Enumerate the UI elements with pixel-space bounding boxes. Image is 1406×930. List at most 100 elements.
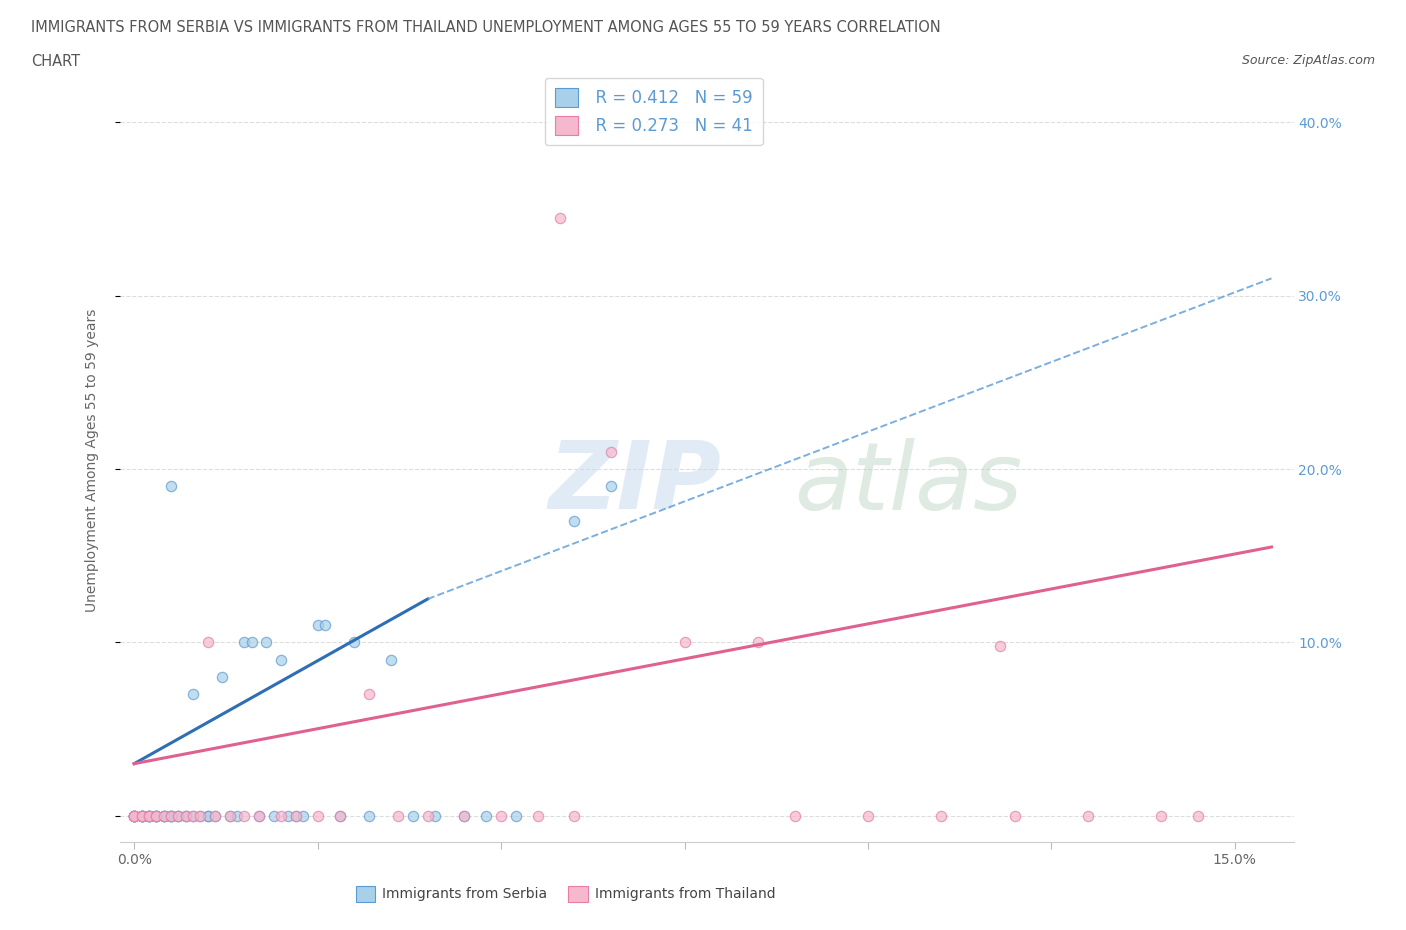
Point xyxy=(131,808,153,823)
Point xyxy=(277,808,299,823)
Point xyxy=(1004,808,1026,823)
Point xyxy=(167,808,190,823)
Point xyxy=(160,808,183,823)
Point xyxy=(152,808,174,823)
Point xyxy=(131,808,153,823)
Point xyxy=(423,808,446,823)
Point xyxy=(211,670,233,684)
Point xyxy=(122,808,145,823)
Point xyxy=(131,808,153,823)
Text: IMMIGRANTS FROM SERBIA VS IMMIGRANTS FROM THAILAND UNEMPLOYMENT AMONG AGES 55 TO: IMMIGRANTS FROM SERBIA VS IMMIGRANTS FRO… xyxy=(31,20,941,35)
Point xyxy=(357,687,380,702)
Point xyxy=(416,808,439,823)
Point xyxy=(138,808,160,823)
Point xyxy=(1187,808,1209,823)
Point xyxy=(152,808,174,823)
Point xyxy=(188,808,211,823)
Point xyxy=(247,808,270,823)
Point xyxy=(548,210,571,225)
Point xyxy=(131,808,153,823)
Point xyxy=(600,445,623,459)
Point xyxy=(122,808,145,823)
Point xyxy=(747,635,769,650)
Point xyxy=(174,808,197,823)
Point xyxy=(218,808,240,823)
Point xyxy=(197,808,219,823)
Point xyxy=(1077,808,1099,823)
Point xyxy=(122,808,145,823)
Point xyxy=(218,808,240,823)
Point xyxy=(856,808,879,823)
Text: atlas: atlas xyxy=(794,438,1022,529)
Point xyxy=(122,808,145,823)
Legend: Immigrants from Serbia, Immigrants from Thailand: Immigrants from Serbia, Immigrants from … xyxy=(350,880,780,907)
Text: Source: ZipAtlas.com: Source: ZipAtlas.com xyxy=(1241,54,1375,67)
Point xyxy=(145,808,167,823)
Point xyxy=(131,808,153,823)
Point xyxy=(160,808,183,823)
Point xyxy=(181,808,204,823)
Point xyxy=(138,808,160,823)
Point xyxy=(160,808,183,823)
Point xyxy=(138,808,160,823)
Point xyxy=(291,808,314,823)
Point xyxy=(152,808,174,823)
Point xyxy=(174,808,197,823)
Point xyxy=(122,808,145,823)
Point xyxy=(270,808,292,823)
Point xyxy=(270,652,292,667)
Point xyxy=(357,808,380,823)
Point xyxy=(145,808,167,823)
Point xyxy=(167,808,190,823)
Point xyxy=(204,808,226,823)
Point xyxy=(247,808,270,823)
Text: ZIP: ZIP xyxy=(548,437,721,529)
Point xyxy=(122,808,145,823)
Y-axis label: Unemployment Among Ages 55 to 59 years: Unemployment Among Ages 55 to 59 years xyxy=(84,309,98,612)
Point xyxy=(152,808,174,823)
Point xyxy=(131,808,153,823)
Point xyxy=(138,808,160,823)
Point xyxy=(783,808,806,823)
Point xyxy=(343,635,366,650)
Point xyxy=(181,808,204,823)
Point xyxy=(160,808,183,823)
Point xyxy=(138,808,160,823)
Point xyxy=(307,808,329,823)
Point xyxy=(453,808,475,823)
Point xyxy=(564,513,586,528)
Point xyxy=(160,479,183,494)
Point xyxy=(329,808,352,823)
Point xyxy=(489,808,512,823)
Text: CHART: CHART xyxy=(31,54,80,69)
Point xyxy=(145,808,167,823)
Point xyxy=(233,635,256,650)
Point xyxy=(988,638,1011,653)
Point xyxy=(131,808,153,823)
Point xyxy=(600,479,623,494)
Point xyxy=(380,652,402,667)
Point xyxy=(402,808,425,823)
Point xyxy=(314,618,336,632)
Point xyxy=(307,618,329,632)
Point xyxy=(233,808,256,823)
Point xyxy=(181,687,204,702)
Point xyxy=(564,808,586,823)
Point xyxy=(505,808,527,823)
Point xyxy=(197,635,219,650)
Point xyxy=(145,808,167,823)
Point xyxy=(188,808,211,823)
Point xyxy=(329,808,352,823)
Point xyxy=(453,808,475,823)
Point xyxy=(254,635,277,650)
Point xyxy=(1150,808,1173,823)
Point xyxy=(931,808,953,823)
Point xyxy=(167,808,190,823)
Point xyxy=(122,808,145,823)
Point xyxy=(204,808,226,823)
Point xyxy=(387,808,409,823)
Point xyxy=(673,635,696,650)
Point xyxy=(526,808,548,823)
Point xyxy=(240,635,263,650)
Point xyxy=(174,808,197,823)
